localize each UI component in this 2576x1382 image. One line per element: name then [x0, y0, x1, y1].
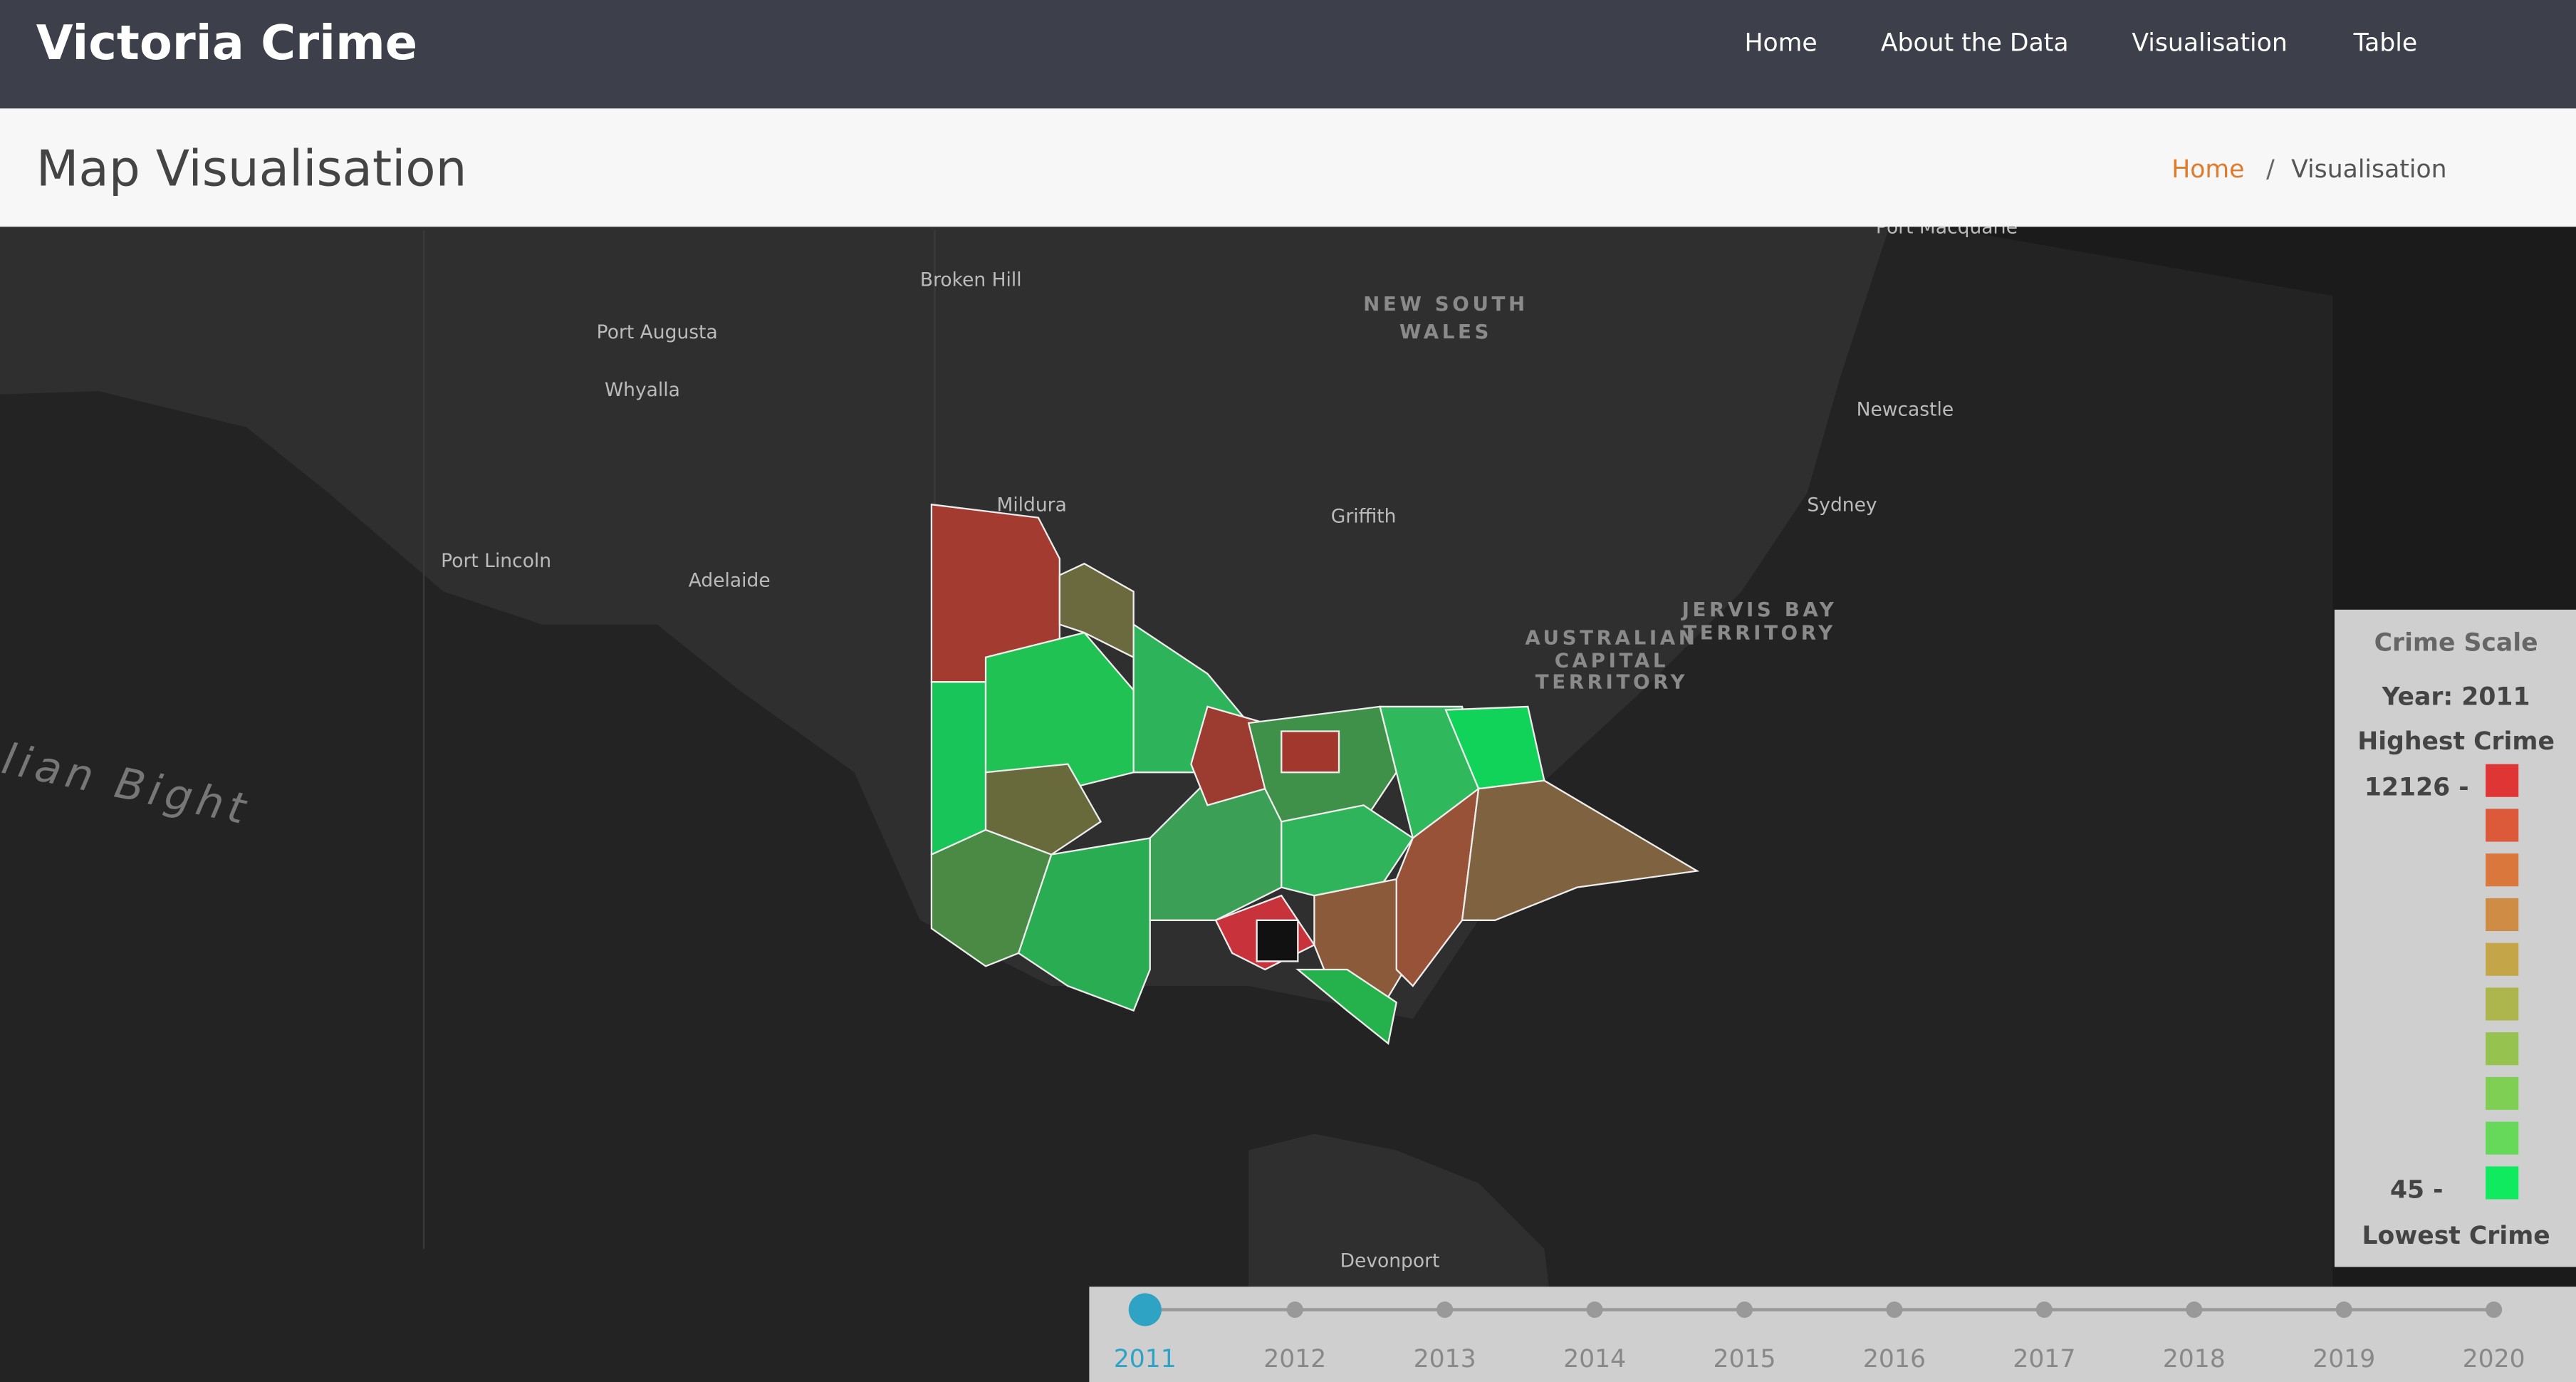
legend-title: Crime Scale [2374, 628, 2538, 657]
region-label: AUSTRALIAN [1525, 625, 1698, 649]
subheader [0, 108, 2576, 227]
legend-swatch [2486, 764, 2519, 797]
region-label: TERRITORY [1683, 620, 1835, 644]
map-label: Whyalla [605, 379, 680, 401]
timeline-year[interactable]: 2018 [2163, 1345, 2226, 1373]
legend-swatch [2486, 1076, 2519, 1110]
nav-link[interactable]: Home [1744, 29, 1817, 58]
region-label: NEW SOUTH [1363, 292, 1528, 316]
timeline-year[interactable]: 2016 [1863, 1345, 1926, 1373]
timeline: 2011 2012 2013 2014 2015 2016 2017 2018 2019 2020 [1089, 1287, 2576, 1382]
timeline-dot[interactable] [2486, 1301, 2503, 1319]
map-label: Broken Hill [920, 269, 1022, 291]
legend-panel [2334, 609, 2576, 1267]
region [984, 763, 1102, 856]
map-label: Newcastle [1857, 399, 1954, 421]
legend-top: Highest Crime [2357, 727, 2555, 756]
map-label: Griffith [1331, 506, 1397, 528]
region-label: WALES [1399, 320, 1492, 343]
timeline-year[interactable]: 2012 [1263, 1345, 1326, 1373]
timeline-panel [1089, 1287, 2576, 1382]
region [1256, 919, 1299, 962]
map-label: Port Augusta [597, 321, 718, 343]
victoria-map [930, 503, 1700, 1045]
brand[interactable]: Victoria Crime [36, 15, 417, 71]
map-label: Sydney [1807, 494, 1877, 516]
timeline-year[interactable]: 2019 [2312, 1345, 2375, 1373]
legend-swatch [2486, 987, 2519, 1021]
timeline-dot[interactable] [2035, 1301, 2053, 1319]
timeline-dot[interactable] [1286, 1301, 1303, 1319]
map-label: Mildura [996, 494, 1066, 516]
timeline-dot[interactable] [1886, 1301, 1903, 1319]
region [1281, 730, 1340, 774]
region [1017, 837, 1151, 1012]
legend-max: 12126 - [2364, 773, 2469, 801]
legend-swatch [2486, 1166, 2519, 1200]
breadcrumb-separator: / [2266, 155, 2275, 184]
nav-link[interactable]: About the Data [1881, 29, 2069, 58]
timeline-handle[interactable] [1128, 1293, 1162, 1326]
timeline-year[interactable]: 2015 [1713, 1345, 1775, 1373]
timeline-dot[interactable] [1586, 1301, 1603, 1319]
timeline-year[interactable]: 2013 [1414, 1345, 1476, 1373]
timeline-dot[interactable] [2186, 1301, 2203, 1319]
map-label: Devonport [1340, 1250, 1440, 1272]
legend-swatch [2486, 942, 2519, 976]
region [1461, 779, 1700, 921]
legend-swatch [2486, 809, 2519, 842]
legend-swatch [2486, 1121, 2519, 1155]
legend-swatch [2486, 1032, 2519, 1066]
legend-year: Year: 2011 [2382, 683, 2530, 712]
region [1190, 705, 1266, 806]
timeline-year[interactable]: 2014 [1563, 1345, 1626, 1373]
legend-swatch [2486, 898, 2519, 932]
timeline-dot[interactable] [1736, 1301, 1753, 1319]
header [0, 0, 2576, 109]
breadcrumb-current: Visualisation [2291, 155, 2446, 184]
region-label: JERVIS BAY [1681, 598, 1837, 621]
legend-swatch [2486, 853, 2519, 887]
region [930, 681, 987, 856]
legend-min: 45 - [2390, 1176, 2444, 1205]
timeline-year[interactable]: 2020 [2463, 1345, 2525, 1373]
legend: Crime Scale Year: 2011 Highest Crime 121… [2334, 609, 2576, 1267]
region-label: TERRITORY [1535, 670, 1688, 694]
map-label: Port Lincoln [441, 550, 551, 572]
nav-link[interactable]: Visualisation [2132, 29, 2287, 58]
breadcrumb-link[interactable]: Home [2171, 155, 2244, 184]
timeline-year[interactable]: 2011 [1114, 1345, 1177, 1373]
page-title: Map Visualisation [36, 141, 467, 198]
legend-bottom: Lowest Crime [2362, 1222, 2550, 1250]
map-label: Adelaide [689, 570, 771, 592]
timeline-dot[interactable] [2335, 1301, 2352, 1319]
nav-link[interactable]: Table [2353, 29, 2417, 58]
region [1295, 968, 1398, 1045]
timeline-year[interactable]: 2017 [2013, 1345, 2075, 1373]
timeline-dot[interactable] [1436, 1301, 1454, 1319]
region-label: CAPITAL [1555, 649, 1669, 672]
